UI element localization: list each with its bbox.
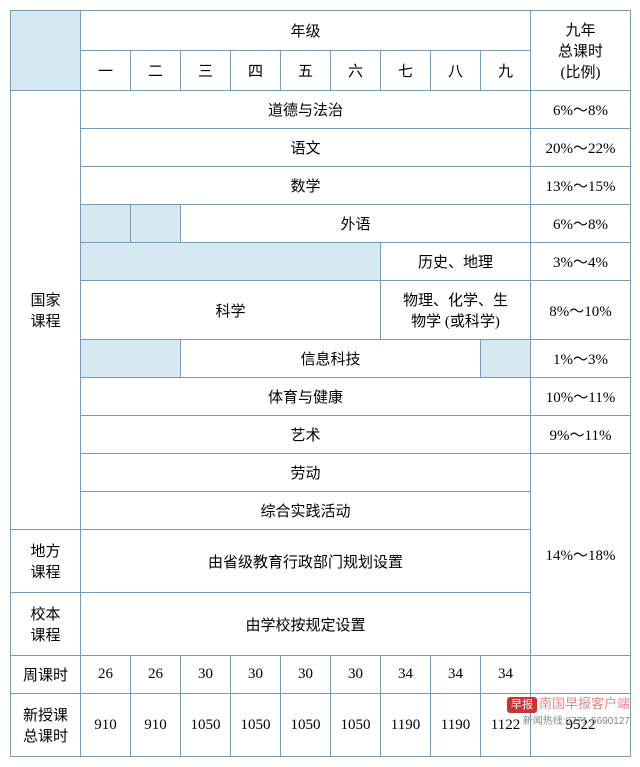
history-ratio: 3%～4% xyxy=(531,243,631,281)
weekly-6: 30 xyxy=(331,656,381,694)
total-8: 1190 xyxy=(431,694,481,757)
grade-header: 年级 xyxy=(81,11,531,51)
weekly-9: 34 xyxy=(481,656,531,694)
total-sum: 9522 xyxy=(531,694,631,757)
weekly-5: 30 xyxy=(281,656,331,694)
science-sub: 物理、化学、生 物学 (或科学) xyxy=(381,281,531,340)
weekly-1: 26 xyxy=(81,656,131,694)
weekly-3: 30 xyxy=(181,656,231,694)
grade-5: 五 xyxy=(281,51,331,91)
history: 历史、地理 xyxy=(381,243,531,281)
total-4: 1050 xyxy=(231,694,281,757)
local-detail: 由省级教育行政部门规划设置 xyxy=(81,530,531,593)
weekly-2: 26 xyxy=(131,656,181,694)
national-section: 国家 课程 xyxy=(11,91,81,530)
math-ratio: 13%～15% xyxy=(531,167,631,205)
foreign-ratio: 6%～8% xyxy=(531,205,631,243)
school-section: 校本 课程 xyxy=(11,593,81,656)
grade-7: 七 xyxy=(381,51,431,91)
ratio-line2: 总课时 xyxy=(558,44,603,60)
total-7: 1190 xyxy=(381,694,431,757)
it: 信息科技 xyxy=(181,340,481,378)
grade-6: 六 xyxy=(331,51,381,91)
total-2: 910 xyxy=(131,694,181,757)
pe-ratio: 10%～11% xyxy=(531,378,631,416)
art: 艺术 xyxy=(81,416,531,454)
it-blank-right xyxy=(481,340,531,378)
corner-cell xyxy=(11,11,81,91)
morals: 道德与法治 xyxy=(81,91,531,129)
total-5: 1050 xyxy=(281,694,331,757)
merged-ratio: 14%～18% xyxy=(531,454,631,656)
grade-8: 八 xyxy=(431,51,481,91)
curriculum-table: 年级 九年 总课时 (比例) 一 二 三 四 五 六 七 八 九 国家 课程 道… xyxy=(10,10,631,757)
local-section: 地方 课程 xyxy=(11,530,81,593)
art-ratio: 9%～11% xyxy=(531,416,631,454)
total-3: 1050 xyxy=(181,694,231,757)
total-6: 1050 xyxy=(331,694,381,757)
grade-1: 一 xyxy=(81,51,131,91)
grade-3: 三 xyxy=(181,51,231,91)
grade-4: 四 xyxy=(231,51,281,91)
foreign-blank-1 xyxy=(81,205,131,243)
grade-9: 九 xyxy=(481,51,531,91)
labor: 劳动 xyxy=(81,454,531,492)
history-blank xyxy=(81,243,381,281)
it-blank-left xyxy=(81,340,181,378)
weekly-label: 周课时 xyxy=(11,656,81,694)
school-detail: 由学校按规定设置 xyxy=(81,593,531,656)
foreign-blank-2 xyxy=(131,205,181,243)
chinese-ratio: 20%～22% xyxy=(531,129,631,167)
science-ratio: 8%～10% xyxy=(531,281,631,340)
ratio-header: 九年 总课时 (比例) xyxy=(531,11,631,91)
it-ratio: 1%～3% xyxy=(531,340,631,378)
total-9: 1122 xyxy=(481,694,531,757)
total-label: 新授课 总课时 xyxy=(11,694,81,757)
weekly-blank xyxy=(531,656,631,694)
science: 科学 xyxy=(81,281,381,340)
practice: 综合实践活动 xyxy=(81,492,531,530)
weekly-7: 34 xyxy=(381,656,431,694)
foreign: 外语 xyxy=(181,205,531,243)
weekly-4: 30 xyxy=(231,656,281,694)
morals-ratio: 6%～8% xyxy=(531,91,631,129)
weekly-8: 34 xyxy=(431,656,481,694)
ratio-line3: (比例) xyxy=(561,65,601,81)
pe: 体育与健康 xyxy=(81,378,531,416)
chinese: 语文 xyxy=(81,129,531,167)
grade-2: 二 xyxy=(131,51,181,91)
math: 数学 xyxy=(81,167,531,205)
total-1: 910 xyxy=(81,694,131,757)
ratio-line1: 九年 xyxy=(565,23,595,39)
